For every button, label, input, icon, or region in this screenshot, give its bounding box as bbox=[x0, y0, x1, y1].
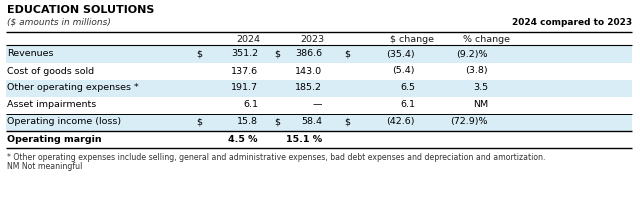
Text: 6.1: 6.1 bbox=[400, 100, 415, 109]
Text: —: — bbox=[312, 100, 322, 109]
Text: (42.6): (42.6) bbox=[387, 117, 415, 126]
Text: Operating income (loss): Operating income (loss) bbox=[7, 117, 121, 126]
Text: $: $ bbox=[274, 117, 280, 126]
Text: Operating margin: Operating margin bbox=[7, 134, 102, 143]
Text: 185.2: 185.2 bbox=[295, 83, 322, 92]
Text: $ change: $ change bbox=[390, 35, 434, 44]
Text: $: $ bbox=[344, 117, 350, 126]
Text: (72.9)%: (72.9)% bbox=[451, 117, 488, 126]
Text: 15.8: 15.8 bbox=[237, 117, 258, 126]
Text: 143.0: 143.0 bbox=[295, 66, 322, 75]
Bar bbox=[6, 115, 632, 131]
Text: Asset impairments: Asset impairments bbox=[7, 100, 96, 109]
Bar bbox=[6, 81, 632, 98]
Text: Revenues: Revenues bbox=[7, 49, 54, 58]
Text: 15.1 %: 15.1 % bbox=[286, 134, 322, 143]
Text: $: $ bbox=[274, 49, 280, 58]
Text: $: $ bbox=[196, 49, 202, 58]
Text: 137.6: 137.6 bbox=[231, 66, 258, 75]
Text: $: $ bbox=[344, 49, 350, 58]
Text: (35.4): (35.4) bbox=[387, 49, 415, 58]
Text: EDUCATION SOLUTIONS: EDUCATION SOLUTIONS bbox=[7, 5, 154, 15]
Text: ($ amounts in millions): ($ amounts in millions) bbox=[7, 18, 111, 27]
Text: (3.8): (3.8) bbox=[465, 66, 488, 75]
Text: 6.5: 6.5 bbox=[400, 83, 415, 92]
Text: 386.6: 386.6 bbox=[295, 49, 322, 58]
Text: 6.1: 6.1 bbox=[243, 100, 258, 109]
Text: 3.5: 3.5 bbox=[473, 83, 488, 92]
Text: Other operating expenses *: Other operating expenses * bbox=[7, 83, 139, 92]
Text: (5.4): (5.4) bbox=[392, 66, 415, 75]
Text: 4.5 %: 4.5 % bbox=[228, 134, 258, 143]
Text: % change: % change bbox=[463, 35, 510, 44]
Text: 351.2: 351.2 bbox=[231, 49, 258, 58]
Text: (9.2)%: (9.2)% bbox=[456, 49, 488, 58]
Text: 2024: 2024 bbox=[236, 35, 260, 44]
Text: Cost of goods sold: Cost of goods sold bbox=[7, 66, 94, 75]
Text: $: $ bbox=[196, 117, 202, 126]
Bar bbox=[6, 47, 632, 64]
Text: NM Not meaningful: NM Not meaningful bbox=[7, 161, 83, 170]
Text: * Other operating expenses include selling, general and administrative expenses,: * Other operating expenses include selli… bbox=[7, 152, 545, 161]
Text: NM: NM bbox=[473, 100, 488, 109]
Text: 2023: 2023 bbox=[300, 35, 324, 44]
Text: 191.7: 191.7 bbox=[231, 83, 258, 92]
Text: 2024 compared to 2023: 2024 compared to 2023 bbox=[512, 18, 632, 27]
Text: 58.4: 58.4 bbox=[301, 117, 322, 126]
